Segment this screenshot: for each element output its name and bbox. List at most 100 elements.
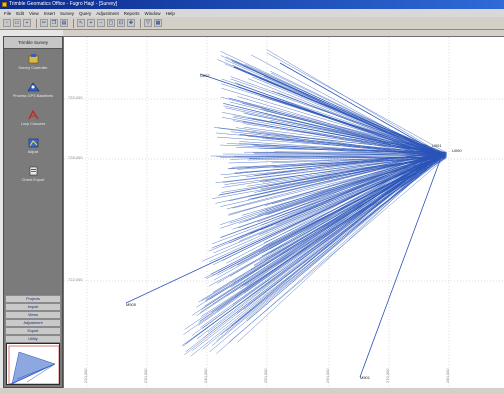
status-bar (0, 388, 504, 394)
baseline-line (235, 147, 443, 153)
point-label[interactable]: U000 (452, 148, 462, 153)
baseline-line (264, 110, 447, 155)
baseline-line (190, 153, 443, 357)
menu-view[interactable]: View (29, 10, 39, 16)
baseline-lines (125, 49, 448, 378)
menu-query[interactable]: Query (79, 10, 92, 16)
baseline-line (199, 152, 440, 313)
copy-icon[interactable]: ❐ (50, 19, 58, 27)
category-adjustment[interactable]: Adjustment (5, 319, 61, 327)
baseline-line (199, 73, 443, 156)
baseline-line (243, 153, 443, 230)
category-projects[interactable]: Projects (5, 295, 61, 303)
baseline-line (211, 157, 440, 199)
task-process-gps[interactable]: Process GPS Baselines (4, 81, 62, 105)
baseline-line (220, 153, 438, 226)
baseline-line (216, 155, 443, 341)
filter-icon[interactable]: ▽ (144, 19, 152, 27)
point-label[interactable]: U001 (432, 143, 442, 148)
menu-help[interactable]: Help (165, 10, 175, 16)
task-label: Adjust (27, 150, 39, 154)
pan-icon[interactable]: ✥ (127, 19, 135, 27)
baseline-line (215, 152, 446, 204)
baseline-line (216, 153, 439, 157)
baseline-line (251, 132, 447, 153)
toolbar-separator (140, 18, 141, 28)
task-adjust[interactable]: Adjust (4, 137, 62, 161)
baseline-line (271, 121, 446, 156)
sidebar-title: Trimble Survey (4, 37, 62, 49)
menu-adjustment[interactable]: Adjustment (96, 10, 119, 16)
overview-plot (8, 345, 59, 384)
baseline-line (214, 127, 444, 153)
baseline-line (222, 153, 445, 188)
export-icon (29, 166, 37, 176)
baseline-line (233, 66, 443, 156)
category-import[interactable]: Import (5, 303, 61, 311)
baseline-line (226, 151, 445, 210)
menu-insert[interactable]: Insert (43, 10, 55, 16)
zoom-out-icon[interactable]: − (97, 19, 105, 27)
task-loop-closures[interactable]: Loop Closures (4, 109, 62, 133)
baseline-line (194, 154, 447, 338)
menu-reports[interactable]: Reports (123, 10, 140, 16)
task-label: Check Export (21, 178, 45, 182)
baseline-line (255, 144, 438, 155)
baseline-line (220, 157, 443, 335)
point-label[interactable]: U002 (200, 73, 210, 78)
baseline-line (220, 154, 440, 176)
baseline-line (222, 153, 445, 156)
baseline-line (214, 151, 443, 248)
point-label[interactable]: M505 (126, 302, 137, 307)
bottom-axis-label: 240,000 (203, 368, 208, 383)
category-export[interactable]: Export (5, 327, 61, 335)
survey-controller-icon (28, 54, 38, 64)
process-gps-icon (26, 82, 40, 92)
toolbar: ▫ ▭ ▪ ✂ ❐ ▤ ↖ + − ▢ ⊡ ✥ ▽ ▦ (0, 17, 504, 30)
baseline-line (245, 154, 441, 178)
baseline-line (232, 120, 440, 153)
baseline-line (244, 63, 443, 155)
category-utility[interactable]: Utility (5, 335, 61, 343)
properties-icon[interactable]: ▦ (154, 19, 162, 27)
baseline-line (239, 134, 438, 154)
baseline-line (218, 154, 439, 196)
select-pointer-icon[interactable]: ↖ (77, 19, 85, 27)
bottom-axis-label: 230,000 (143, 368, 148, 383)
view-header (63, 30, 504, 36)
baseline-line (217, 136, 441, 153)
save-icon[interactable]: ▪ (23, 19, 31, 27)
task-check-export[interactable]: Check Export (4, 165, 62, 189)
menu-survey[interactable]: Survey (59, 10, 74, 16)
baseline-line (266, 52, 447, 153)
menu-edit[interactable]: Edit (16, 10, 25, 16)
zoom-in-icon[interactable]: + (87, 19, 95, 27)
bottom-axis-label: 250,000 (263, 368, 268, 383)
baseline-line (242, 103, 441, 153)
baseline-line (232, 157, 443, 230)
menu-file[interactable]: File (4, 10, 12, 16)
cut-icon[interactable]: ✂ (40, 19, 48, 27)
zoom-extents-icon[interactable]: ⊡ (117, 19, 125, 27)
baseline-line (192, 152, 440, 316)
overview-thumbnail[interactable] (6, 343, 60, 385)
left-axis-label: 733,000 (68, 95, 83, 100)
network-plot[interactable]: 733,000 728,000 722,000 220,000 230,000 … (64, 37, 504, 388)
point-label[interactable]: M501 (360, 375, 371, 380)
task-survey-controller[interactable]: Survey Controller (4, 53, 62, 77)
baseline-line (228, 156, 443, 164)
category-views[interactable]: Views (5, 311, 61, 319)
open-folder-icon[interactable]: ▭ (13, 19, 21, 27)
window-title: Trimble Geomatics Office - Fugro Hagl - … (9, 1, 118, 7)
baseline-line (196, 152, 441, 340)
survey-points[interactable]: U002 U000 M505 M501 U001 (126, 73, 462, 380)
adjust-icon (28, 138, 38, 148)
survey-plan-view[interactable]: 733,000 728,000 722,000 220,000 230,000 … (63, 36, 504, 388)
new-file-icon[interactable]: ▫ (3, 19, 11, 27)
baseline-line (209, 157, 441, 352)
baseline-line (229, 154, 440, 224)
zoom-window-icon[interactable]: ▢ (107, 19, 115, 27)
menu-window[interactable]: Window (144, 10, 161, 16)
paste-icon[interactable]: ▤ (60, 19, 68, 27)
baseline-line (201, 156, 443, 262)
